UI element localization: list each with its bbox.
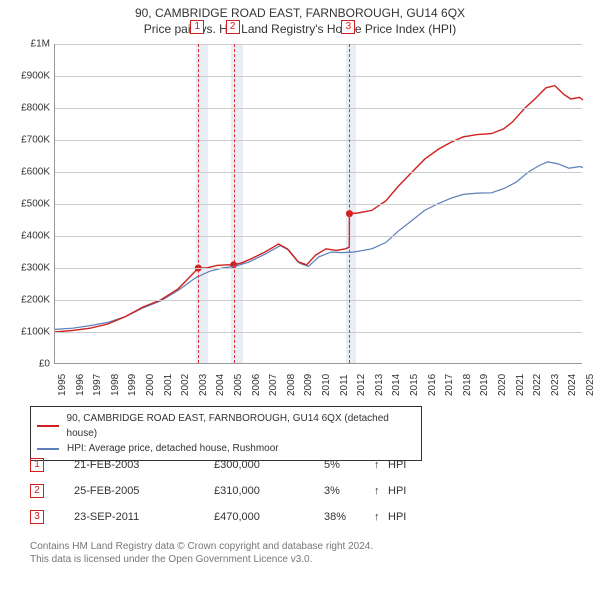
x-axis-label: 1998	[110, 374, 121, 396]
event-price: £470,000	[214, 511, 324, 523]
event-marker-box: 3	[30, 510, 44, 524]
x-axis-label: 2003	[198, 374, 209, 396]
x-axis-label: 2023	[550, 374, 561, 396]
event-row: 1 21-FEB-2003£300,0005%↑HPI	[30, 452, 406, 478]
event-row: 2 25-FEB-2005£310,0003%↑HPI	[30, 478, 406, 504]
event-delta: 3%	[324, 485, 374, 497]
x-axis-label: 2021	[515, 374, 526, 396]
x-axis-label: 2007	[268, 374, 279, 396]
page-title: 90, CAMBRIDGE ROAD EAST, FARNBOROUGH, GU…	[0, 0, 600, 20]
plot-area	[54, 44, 582, 364]
x-axis-label: 2018	[462, 374, 473, 396]
arrow-up-icon: ↑	[374, 459, 388, 471]
gridline-y	[55, 204, 582, 205]
gridline-y	[55, 140, 582, 141]
x-axis-label: 2024	[567, 374, 578, 396]
x-axis-label: 2014	[391, 374, 402, 396]
gridline-y	[55, 300, 582, 301]
y-axis-label: £1M	[6, 39, 50, 50]
x-axis-label: 2008	[286, 374, 297, 396]
event-delta: 5%	[324, 459, 374, 471]
y-axis-label: £0	[6, 359, 50, 370]
event-delta: 38%	[324, 511, 374, 523]
footnote-line-1: Contains HM Land Registry data © Crown c…	[30, 540, 373, 553]
event-marker-box: 2	[30, 484, 44, 498]
legend-swatch	[37, 425, 59, 427]
y-axis-label: £400K	[6, 231, 50, 242]
arrow-up-icon: ↑	[374, 485, 388, 497]
x-axis-label: 1997	[92, 374, 103, 396]
x-axis-label: 2006	[251, 374, 262, 396]
event-date: 21-FEB-2003	[74, 459, 214, 471]
chart-container: £0£100K£200K£300K£400K£500K£600K£700K£80…	[10, 44, 590, 394]
x-axis-label: 2004	[215, 374, 226, 396]
gridline-y	[55, 332, 582, 333]
legend-swatch	[37, 448, 59, 450]
sale-marker-box: 3	[341, 20, 355, 34]
x-axis-label: 2000	[145, 374, 156, 396]
x-axis-label: 2020	[497, 374, 508, 396]
footnote: Contains HM Land Registry data © Crown c…	[30, 540, 373, 566]
event-price: £300,000	[214, 459, 324, 471]
x-axis-label: 2019	[479, 374, 490, 396]
x-axis-label: 2022	[532, 374, 543, 396]
y-axis-label: £700K	[6, 135, 50, 146]
sale-marker-line	[234, 44, 235, 363]
legend-label: 90, CAMBRIDGE ROAD EAST, FARNBOROUGH, GU…	[67, 411, 415, 441]
x-axis-label: 2009	[303, 374, 314, 396]
x-axis-label: 2017	[444, 374, 455, 396]
event-ref: HPI	[388, 511, 406, 523]
x-axis-label: 1996	[75, 374, 86, 396]
page-subtitle: Price paid vs. HM Land Registry's House …	[0, 20, 600, 36]
x-axis-label: 2011	[339, 374, 350, 396]
x-axis-label: 2002	[180, 374, 191, 396]
x-axis-label: 2001	[163, 374, 174, 396]
gridline-y	[55, 76, 582, 77]
x-axis-label: 2015	[409, 374, 420, 396]
arrow-up-icon: ↑	[374, 511, 388, 523]
y-axis-label: £300K	[6, 263, 50, 274]
series-line-property_price	[55, 86, 583, 332]
event-date: 25-FEB-2005	[74, 485, 214, 497]
x-axis-label: 2025	[585, 374, 596, 396]
event-ref: HPI	[388, 485, 406, 497]
sale-marker-box: 1	[190, 20, 204, 34]
gridline-y	[55, 108, 582, 109]
x-axis-label: 1995	[57, 374, 68, 396]
x-axis-label: 1999	[127, 374, 138, 396]
event-row: 3 23-SEP-2011£470,00038%↑HPI	[30, 504, 406, 530]
gridline-y	[55, 236, 582, 237]
y-axis-label: £600K	[6, 167, 50, 178]
sale-marker-box: 2	[226, 20, 240, 34]
gridline-y	[55, 172, 582, 173]
y-axis-label: £100K	[6, 327, 50, 338]
legend-row: 90, CAMBRIDGE ROAD EAST, FARNBOROUGH, GU…	[37, 411, 415, 441]
x-axis-label: 2010	[321, 374, 332, 396]
gridline-y	[55, 268, 582, 269]
event-ref: HPI	[388, 459, 406, 471]
event-marker-box: 1	[30, 458, 44, 472]
event-date: 23-SEP-2011	[74, 511, 214, 523]
event-price: £310,000	[214, 485, 324, 497]
gridline-y	[55, 44, 582, 45]
footnote-line-2: This data is licensed under the Open Gov…	[30, 553, 373, 566]
y-axis-label: £900K	[6, 71, 50, 82]
y-axis-label: £800K	[6, 103, 50, 114]
x-axis-label: 2013	[374, 374, 385, 396]
x-axis-label: 2012	[356, 374, 367, 396]
series-line-hpi	[55, 162, 583, 330]
y-axis-label: £200K	[6, 295, 50, 306]
sale-events-table: 121-FEB-2003£300,0005%↑HPI225-FEB-2005£3…	[30, 452, 406, 530]
x-axis-label: 2005	[233, 374, 244, 396]
x-axis-label: 2016	[427, 374, 438, 396]
sale-marker-line	[198, 44, 199, 363]
sale-marker-line	[349, 44, 350, 363]
y-axis-label: £500K	[6, 199, 50, 210]
